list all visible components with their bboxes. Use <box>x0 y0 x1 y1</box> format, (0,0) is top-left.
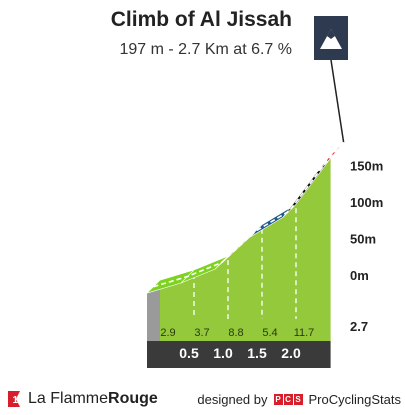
road-centre-line <box>153 148 338 288</box>
gradient-label: 5.4 <box>262 327 277 339</box>
climb-title: Climb of Al Jissah <box>110 8 292 31</box>
pcs-name: ProCyclingStats <box>308 391 401 407</box>
distance-tick-label: 1.0 <box>213 345 233 361</box>
elevation-profile-chart: 2.9 3.7 8.8 5.4 11.7 0.5 1.0 1.5 2.0 2.7 0m 50m 100m… <box>146 16 383 368</box>
end-distance-label: 2.7 <box>350 319 368 334</box>
mountain-summit-icon-snow <box>327 29 335 39</box>
gradient-label: 8.8 <box>228 327 243 339</box>
pcs-logo-letter: S <box>293 393 303 405</box>
distance-tick-label: 0.5 <box>179 345 199 361</box>
summit-marker-line <box>330 59 345 143</box>
footer-brand: 1 La FlammeRouge <box>6 388 158 410</box>
pcs-logo-icon: P C S <box>273 393 304 405</box>
climb-subtitle: 197 m - 2.7 Km at 6.7 % <box>119 41 292 58</box>
footer-credit: designed by P C S ProCyclingStats <box>197 388 401 410</box>
altitude-tick-label: 0m <box>350 268 369 283</box>
brand-name-bold: Rouge <box>108 390 158 407</box>
pcs-logo-letter: P <box>273 393 283 405</box>
designed-by-label: designed by <box>197 391 268 407</box>
altitude-tick-label: 50m <box>350 232 376 247</box>
altitude-tick-label: 100m <box>350 195 383 210</box>
distance-base-strip <box>147 341 331 368</box>
altitude-tick-label: 150m <box>350 159 383 174</box>
flamme-rouge-logo-icon: 1 <box>8 391 20 407</box>
brand-name: La FlammeRouge <box>28 390 158 408</box>
gradient-label: 11.7 <box>294 327 315 339</box>
svg-text:1: 1 <box>13 395 19 406</box>
profile-side-face <box>147 280 160 341</box>
gradient-label: 2.9 <box>160 327 175 339</box>
profile-area <box>147 155 331 341</box>
distance-tick-label: 2.0 <box>281 345 301 361</box>
brand-name-light: La Flamme <box>28 390 109 407</box>
gradient-label: 3.7 <box>194 327 209 339</box>
pcs-logo-letter: C <box>283 393 293 405</box>
distance-tick-label: 1.5 <box>247 345 267 361</box>
